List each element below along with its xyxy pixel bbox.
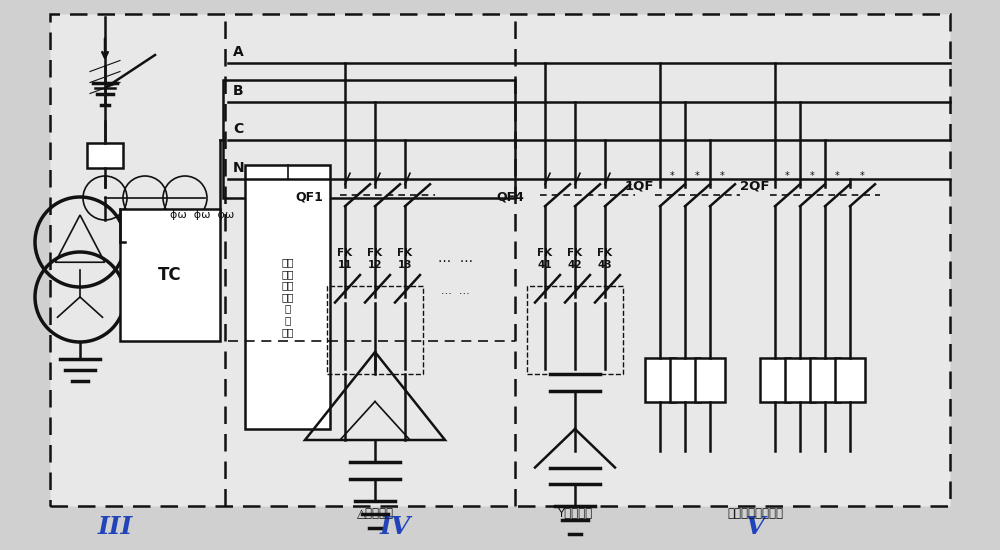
Text: ϕω  ϕω  ϕω: ϕω ϕω ϕω: [170, 210, 234, 219]
Text: A: A: [233, 45, 244, 59]
Text: 配电
台区
无功
补倂
性
制
装置: 配电 台区 无功 补倂 性 制 装置: [281, 257, 294, 337]
Text: FK
12: FK 12: [367, 248, 383, 270]
Text: 负载（出线）回路: 负载（出线）回路: [727, 507, 783, 520]
Bar: [670, 358, 700, 402]
Bar: [695, 358, 725, 402]
Bar: [760, 358, 790, 402]
Text: QF1: QF1: [295, 191, 323, 204]
Text: *: *: [810, 170, 814, 181]
Bar: [785, 358, 815, 402]
Text: *: *: [785, 170, 789, 181]
Text: *: *: [860, 170, 864, 181]
Text: ...  ...: ... ...: [441, 287, 469, 296]
Text: QF4: QF4: [496, 191, 524, 204]
Text: 2QF: 2QF: [740, 180, 770, 192]
Text: V: V: [745, 515, 765, 539]
Text: FK
41: FK 41: [537, 248, 553, 270]
Bar: [87, 143, 123, 168]
Text: *: *: [695, 170, 699, 181]
Text: *: *: [835, 170, 839, 181]
Bar: [645, 358, 675, 402]
Text: C: C: [233, 122, 243, 136]
Text: *: *: [720, 170, 724, 181]
Bar: [223, 80, 515, 198]
Text: N: N: [233, 161, 245, 175]
Bar: [120, 209, 220, 341]
Bar: [835, 358, 865, 402]
Text: FK
11: FK 11: [337, 248, 353, 270]
Text: IV: IV: [379, 515, 411, 539]
Bar: [810, 358, 840, 402]
Text: III: III: [97, 515, 133, 539]
Text: △补倂回路: △补倂回路: [356, 507, 394, 520]
Text: TC: TC: [158, 266, 182, 284]
Bar: [245, 165, 330, 429]
Text: Y补倂回路: Y补倂回路: [557, 507, 593, 520]
Text: FK
42: FK 42: [567, 248, 583, 270]
Text: *: *: [670, 170, 674, 181]
Text: FK
13: FK 13: [397, 248, 413, 270]
Text: 1QF: 1QF: [625, 180, 654, 192]
FancyBboxPatch shape: [50, 14, 950, 506]
Text: ...  ...: ... ...: [438, 251, 473, 266]
Text: B: B: [233, 84, 244, 98]
Text: FK
43: FK 43: [597, 248, 613, 270]
